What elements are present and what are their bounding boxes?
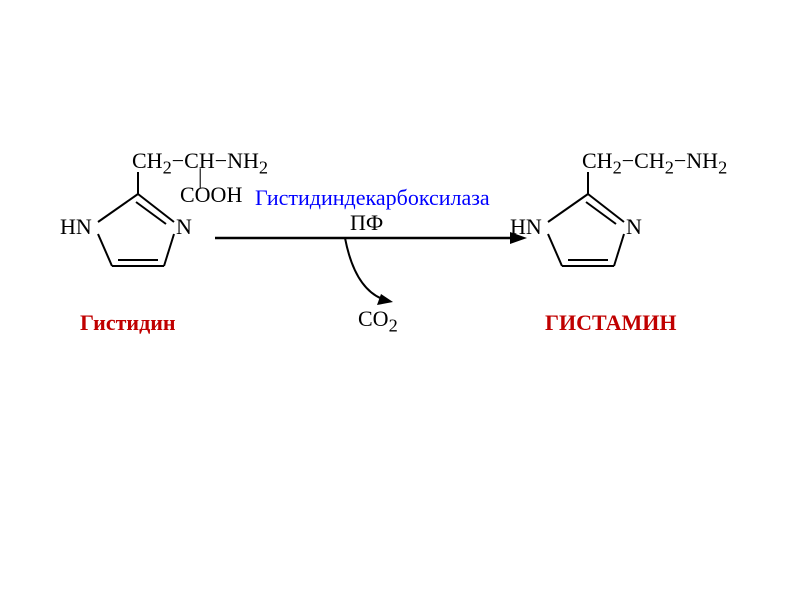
left-label: Гистидин [80, 310, 176, 336]
left-hn: HN [60, 216, 92, 238]
right-label: ГИСТАМИН [545, 310, 676, 336]
left-n: N [176, 216, 192, 238]
byproduct-co2: CO2 [358, 308, 398, 335]
enzyme-name: Гистидиндекарбоксилаза [255, 185, 490, 211]
left-cooh: COOH [180, 184, 242, 206]
reaction-diagram: CH2−CH−NH2 | COOH HN N CH2−CH2 [0, 0, 800, 600]
right-n: N [626, 216, 642, 238]
